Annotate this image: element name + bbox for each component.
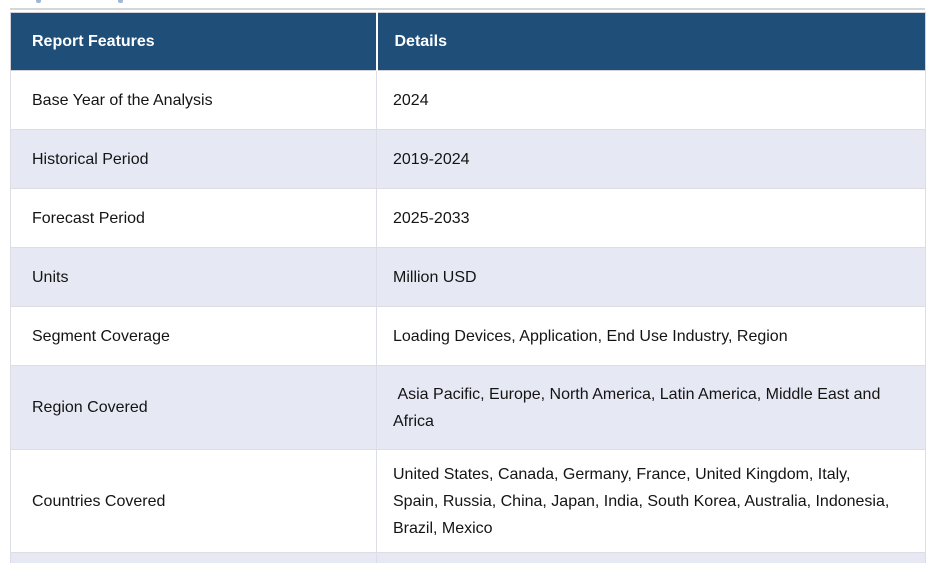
feature-cell [10, 552, 377, 563]
feature-column-header: Report Features [10, 12, 378, 71]
detail-cell: Asia Pacific, Europe, North America, Lat… [376, 365, 926, 450]
table-row-countries-covered: Countries Covered United States, Canada,… [10, 449, 926, 553]
horizontal-divider [10, 8, 925, 10]
feature-cell: Region Covered [10, 365, 377, 450]
table-row-segment-coverage: Segment Coverage Loading Devices, Applic… [10, 306, 926, 366]
clipped-text-remnant [36, 0, 41, 3]
details-column-header: Details [376, 12, 926, 71]
feature-cell: Units [10, 247, 377, 307]
detail-cell [376, 552, 926, 563]
table-row-partial [10, 552, 926, 563]
detail-cell: Million USD [376, 247, 926, 307]
feature-cell: Forecast Period [10, 188, 377, 248]
feature-cell: Countries Covered [10, 449, 377, 553]
clipped-text-remnant [118, 0, 123, 3]
detail-cell: 2025-2033 [376, 188, 926, 248]
detail-cell: Loading Devices, Application, End Use In… [376, 306, 926, 366]
detail-cell: United States, Canada, Germany, France, … [376, 449, 926, 553]
feature-cell: Segment Coverage [10, 306, 377, 366]
table-row-region-covered: Region Covered Asia Pacific, Europe, Nor… [10, 365, 926, 450]
feature-cell: Historical Period [10, 129, 377, 189]
table-row-historical-period: Historical Period 2019-2024 [10, 129, 926, 189]
feature-cell: Base Year of the Analysis [10, 70, 377, 130]
table-header-row: Report Features Details [10, 12, 926, 71]
report-features-table-container: Report Features Details Base Year of the… [10, 12, 926, 563]
detail-cell: 2024 [376, 70, 926, 130]
table-row-forecast-period: Forecast Period 2025-2033 [10, 188, 926, 248]
table-row-units: Units Million USD [10, 247, 926, 307]
table-row-base-year: Base Year of the Analysis 2024 [10, 70, 926, 130]
detail-cell: 2019-2024 [376, 129, 926, 189]
report-features-table: Report Features Details Base Year of the… [10, 12, 926, 563]
